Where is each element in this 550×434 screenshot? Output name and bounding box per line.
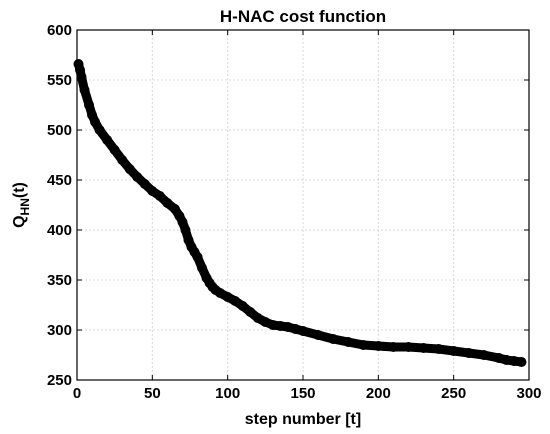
- data-point: [328, 334, 339, 344]
- data-point: [358, 340, 369, 350]
- y-tick-label: 500: [47, 122, 72, 139]
- data-point: [433, 344, 444, 354]
- series-line: [74, 59, 526, 367]
- data-point: [94, 125, 105, 135]
- x-tick-label: 0: [73, 385, 81, 402]
- data-point: [109, 145, 120, 155]
- y-tick-label: 300: [47, 322, 72, 339]
- x-tick-label: 300: [516, 385, 541, 402]
- y-axis-label-subscript: HN: [18, 198, 32, 215]
- y-tick-label: 550: [47, 72, 72, 89]
- data-point: [463, 348, 474, 358]
- x-tick-label: 150: [290, 385, 315, 402]
- data-point: [139, 179, 150, 189]
- data-point: [162, 198, 173, 208]
- data-point: [448, 346, 459, 356]
- x-tick-label: 100: [215, 385, 240, 402]
- data-point: [343, 337, 354, 347]
- data-point: [403, 342, 414, 352]
- chart-title: H-NAC cost function: [220, 7, 386, 26]
- data-point: [245, 307, 256, 317]
- y-axis-label-suffix: (t): [11, 182, 28, 198]
- data-point: [124, 164, 135, 174]
- x-tick-label: 250: [441, 385, 466, 402]
- ticks: [76, 29, 530, 381]
- y-tick-label: 350: [47, 272, 72, 289]
- data-point: [79, 85, 90, 95]
- data-point: [84, 100, 95, 110]
- y-tick-label: 250: [47, 372, 72, 389]
- data-point: [237, 301, 248, 311]
- data-point: [298, 326, 308, 336]
- y-tick-label: 600: [47, 22, 72, 39]
- series: [73, 59, 527, 367]
- data-point: [117, 155, 128, 165]
- data-point: [192, 252, 203, 262]
- data-point: [132, 172, 143, 182]
- y-tick-label: 450: [47, 172, 72, 189]
- data-point: [147, 186, 158, 196]
- y-axis-label: QHN(t): [11, 182, 32, 228]
- data-point: [180, 225, 191, 235]
- x-axis-label: step number [t]: [245, 411, 361, 428]
- data-point: [222, 292, 233, 302]
- y-tick-labels: 250 300 350 400 450 500 550 600: [47, 22, 72, 389]
- data-point: [373, 341, 384, 351]
- y-axis-label-base: Q: [11, 215, 28, 227]
- x-tick-label: 200: [366, 385, 391, 402]
- data-point: [230, 296, 241, 306]
- y-tick-label: 400: [47, 222, 72, 239]
- x-tick-labels: 0 50 100 150 200 250 300: [73, 385, 542, 402]
- data-point: [102, 135, 113, 145]
- x-tick-label: 50: [144, 385, 161, 402]
- data-point: [197, 263, 208, 273]
- data-point: [313, 330, 324, 340]
- data-point: [516, 357, 527, 367]
- data-point: [252, 313, 263, 323]
- data-point: [418, 343, 429, 353]
- data-point: [154, 191, 165, 201]
- data-point: [478, 350, 489, 360]
- data-point: [90, 117, 101, 127]
- data-point: [215, 288, 226, 298]
- data-point: [169, 204, 180, 214]
- data-point: [388, 342, 399, 352]
